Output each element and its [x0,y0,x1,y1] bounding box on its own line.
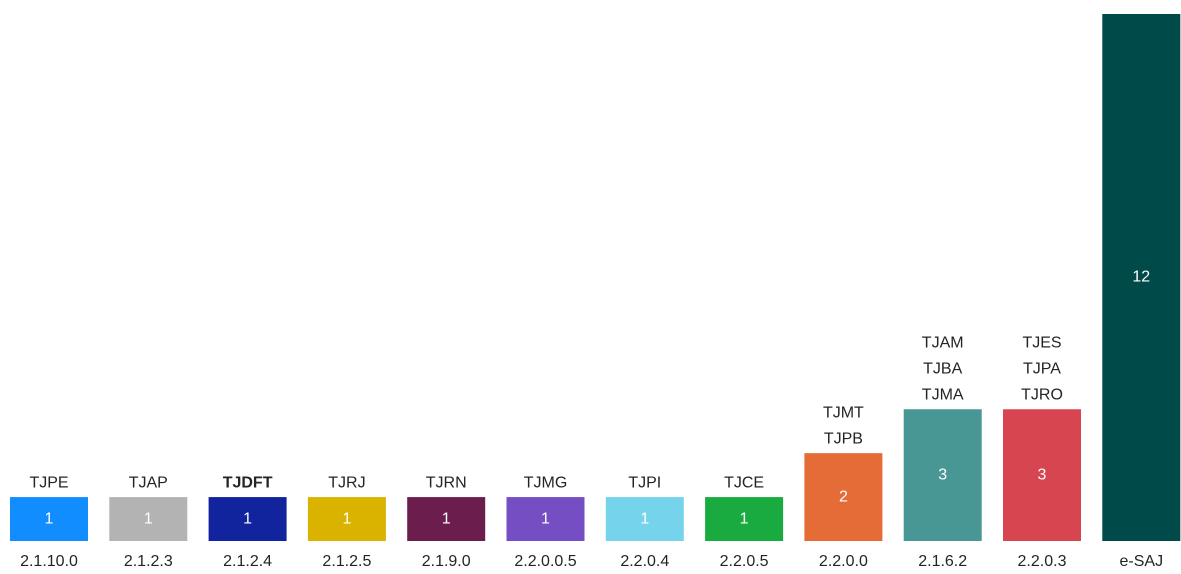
x-tick-label: 2.1.10.0 [20,553,78,570]
bar [506,497,585,541]
annotation: TJDFT [223,474,273,491]
annotation: TJCE [724,474,764,491]
bar [10,497,88,541]
annotation: TJAP [129,474,168,491]
value-label: 1 [740,510,749,527]
annotation: TJMG [524,474,568,491]
value-label: 1 [144,510,153,527]
annotation: TJBA [923,360,962,377]
bar [804,453,883,541]
bar [208,497,287,541]
bar [307,497,386,541]
x-tick-label: 2.1.2.4 [223,553,272,570]
x-tick-label: 2.1.2.5 [322,553,371,570]
annotation: TJPI [628,474,661,491]
value-label: 1 [342,510,351,527]
bar [1102,14,1181,541]
value-label: 1 [640,510,649,527]
x-tick-label: 2.2.0.5 [720,553,769,570]
value-label: 1 [442,510,451,527]
value-label: 2 [839,488,848,505]
value-label: 3 [938,466,947,483]
value-label: 1 [45,510,54,527]
x-tick-label: 2.1.9.0 [422,553,471,570]
x-tick-label: 2.2.0.3 [1018,553,1067,570]
bar [109,497,188,541]
annotation: TJPB [824,430,863,447]
annotation: TJAM [922,334,964,351]
annotation: TJMA [922,386,964,403]
x-tick-label: 2.1.6.2 [918,553,967,570]
annotation: TJMT [823,404,864,421]
x-tick-label: 2.2.0.0.5 [514,553,576,570]
annotation: TJPA [1023,360,1061,377]
value-label: 1 [243,510,252,527]
x-tick-label: 2.2.0.0 [819,553,868,570]
x-tick-label: 2.2.0.4 [620,553,669,570]
annotation: TJRO [1021,386,1063,403]
annotation: TJPE [29,474,68,491]
bar [705,497,784,541]
x-tick-label: 2.1.2.3 [124,553,173,570]
value-label: 12 [1132,269,1150,286]
value-label: 3 [1038,466,1047,483]
bar [903,409,982,541]
bar [407,497,486,541]
annotation: TJES [1022,334,1061,351]
value-label: 1 [541,510,550,527]
annotation: TJRN [426,474,467,491]
bar [1003,409,1081,541]
x-tick-label: e-SAJ [1120,553,1164,570]
annotation: TJRJ [328,474,365,491]
bar [605,497,684,541]
